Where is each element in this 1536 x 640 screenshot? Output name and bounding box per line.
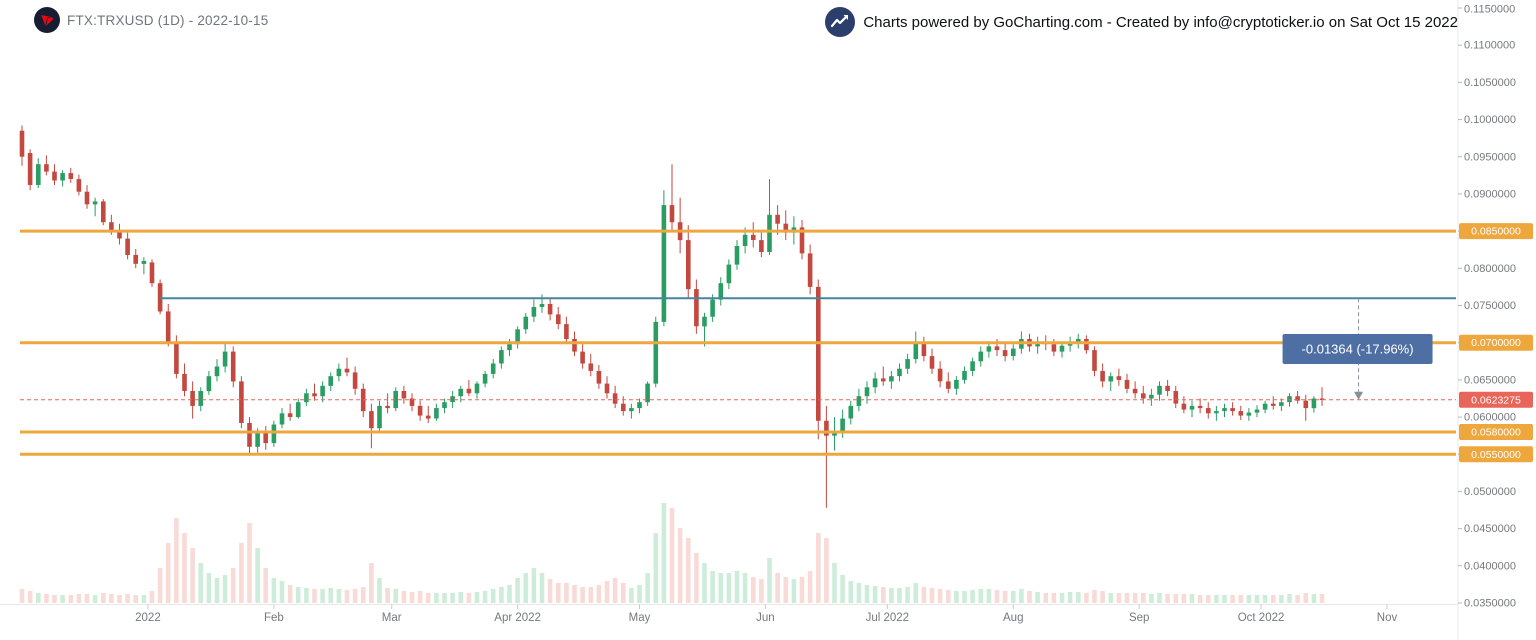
- svg-text:Feb: Feb: [264, 612, 284, 624]
- svg-text:0.1050000: 0.1050000: [1464, 77, 1516, 89]
- svg-text:0.0800000: 0.0800000: [1464, 263, 1516, 275]
- svg-text:2022: 2022: [135, 612, 161, 624]
- svg-text:Jun: Jun: [756, 612, 775, 624]
- svg-text:Nov: Nov: [1377, 612, 1398, 624]
- last-price-line: 0.0623275: [20, 391, 1533, 408]
- svg-text:Sep: Sep: [1129, 612, 1149, 624]
- svg-text:0.0650000: 0.0650000: [1464, 374, 1516, 386]
- level-badges: 0.0850000 0.0700000 0.0580000 0.0550000: [1459, 223, 1533, 463]
- svg-text:0.0550000: 0.0550000: [1471, 449, 1521, 461]
- svg-text:0.0700000: 0.0700000: [1471, 337, 1521, 349]
- svg-text:-0.01364 (-17.96%): -0.01364 (-17.96%): [1302, 342, 1414, 357]
- svg-text:0.0850000: 0.0850000: [1471, 226, 1521, 238]
- svg-text:Oct 2022: Oct 2022: [1238, 612, 1285, 624]
- svg-text:Apr 2022: Apr 2022: [494, 612, 541, 624]
- candles-layer: [19, 125, 1325, 508]
- time-axis[interactable]: 2022 Feb Mar Apr 2022 May Jun Jul 2022 Aug Sep Oc…: [135, 604, 1398, 625]
- svg-text:Jul 2022: Jul 2022: [866, 612, 909, 624]
- svg-text:0.1000000: 0.1000000: [1464, 114, 1516, 126]
- measurement-tool[interactable]: -0.01364 (-17.96%): [1282, 298, 1433, 400]
- svg-text:0.0950000: 0.0950000: [1464, 151, 1516, 163]
- level-lines[interactable]: [20, 229, 1456, 456]
- axis-frame: [0, 0, 1459, 640]
- svg-text:0.0623275: 0.0623275: [1471, 394, 1521, 406]
- svg-text:0.0600000: 0.0600000: [1464, 412, 1516, 424]
- volume-bars: [19, 503, 1325, 603]
- svg-text:0.0450000: 0.0450000: [1464, 523, 1516, 535]
- svg-text:0.1100000: 0.1100000: [1464, 40, 1515, 52]
- svg-text:Mar: Mar: [382, 612, 402, 624]
- svg-text:0.0400000: 0.0400000: [1464, 560, 1516, 572]
- svg-text:0.0750000: 0.0750000: [1464, 300, 1516, 312]
- price-axis[interactable]: 0.1150000 0.1100000 0.1050000 0.1000000 0.09…: [1458, 4, 1516, 610]
- svg-text:Aug: Aug: [1003, 612, 1023, 624]
- svg-text:0.1150000: 0.1150000: [1464, 4, 1515, 16]
- svg-text:0.0900000: 0.0900000: [1464, 188, 1516, 200]
- svg-text:0.0580000: 0.0580000: [1471, 426, 1521, 438]
- svg-text:May: May: [629, 612, 651, 624]
- svg-text:0.0350000: 0.0350000: [1464, 598, 1516, 610]
- svg-text:0.0500000: 0.0500000: [1464, 486, 1516, 498]
